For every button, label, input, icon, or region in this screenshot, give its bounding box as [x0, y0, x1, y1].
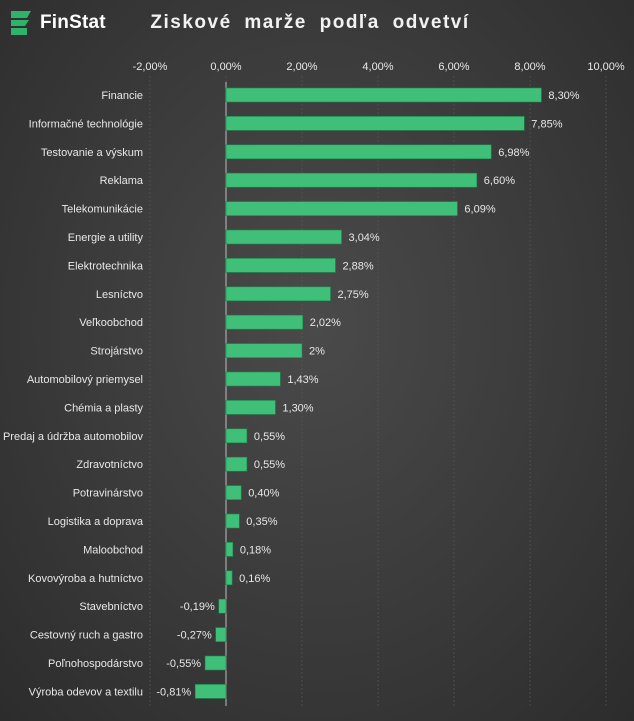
x-tick-label: 4,00% — [362, 61, 393, 73]
data-label: 0,40% — [248, 488, 279, 500]
category-label: Stavebníctvo — [79, 601, 143, 613]
bar — [225, 201, 458, 216]
data-label: -0,81% — [156, 686, 191, 698]
data-label: 0,55% — [254, 431, 285, 443]
brand-name: FinStat — [40, 12, 106, 33]
bar — [225, 456, 248, 472]
bar — [225, 172, 478, 188]
data-label: 6,09% — [464, 204, 495, 216]
category-label: Cestovný ruch a gastro — [30, 630, 143, 642]
data-label: 6,98% — [498, 147, 529, 159]
category-label: Logistika a doprava — [48, 516, 144, 528]
chart-title: Ziskové marže podľa odvetví — [150, 12, 470, 33]
x-tick-label: -2,00% — [133, 61, 168, 73]
category-label: Testovanie a výskum — [41, 147, 143, 159]
bar — [225, 513, 240, 529]
category-label: Výroba odevov a textilu — [29, 686, 143, 698]
bar — [225, 542, 234, 557]
category-label: Potravinárstvo — [73, 488, 143, 500]
data-label: 1,30% — [282, 402, 313, 414]
category-label: Elektrotechnika — [68, 260, 144, 272]
bar — [225, 400, 276, 415]
x-tick-label: 2,00% — [286, 61, 317, 73]
bar — [225, 371, 281, 387]
bar — [225, 570, 233, 586]
bar — [225, 229, 342, 245]
category-label: Financie — [101, 90, 143, 102]
category-label: Zdravotníctvo — [76, 459, 143, 471]
data-label: 3,04% — [349, 232, 380, 244]
data-label: 0,35% — [246, 516, 277, 528]
category-label: Reklama — [100, 175, 144, 187]
bar — [225, 87, 542, 103]
category-label: Strojárstvo — [90, 346, 143, 358]
bar — [225, 144, 492, 160]
data-label: 2,88% — [342, 260, 373, 272]
data-label: 2,75% — [338, 289, 369, 301]
data-label: -0,55% — [166, 658, 201, 670]
bar — [194, 684, 227, 699]
data-label: 0,16% — [239, 573, 270, 585]
finstat-logo-icon — [11, 11, 31, 35]
category-label: Energie a utility — [68, 232, 144, 244]
category-label: Telekomunikácie — [62, 204, 143, 216]
category-label: Informačné technológie — [29, 118, 143, 130]
data-label: 1,43% — [287, 374, 318, 386]
category-label: Poľnohospodárstvo — [48, 658, 143, 670]
bar — [225, 485, 242, 500]
bar — [225, 428, 248, 444]
category-label: Veľkoobchod — [79, 317, 143, 329]
bar — [225, 116, 525, 131]
data-label: 8,30% — [548, 90, 579, 102]
bar — [225, 258, 336, 273]
data-label: -0,19% — [180, 601, 215, 613]
x-tick-label: 0,00% — [210, 61, 241, 73]
data-label: 6,60% — [484, 175, 515, 187]
data-label: 0,55% — [254, 459, 285, 471]
brand-logo: FinStat — [8, 8, 106, 38]
bar — [225, 343, 303, 358]
data-label: -0,27% — [177, 630, 212, 642]
bar — [215, 627, 227, 642]
data-label: 7,85% — [531, 118, 562, 130]
data-label: 2,02% — [310, 317, 341, 329]
category-label: Automobilový priemysel — [27, 374, 143, 386]
category-label: Lesníctvo — [96, 289, 143, 301]
x-tick-label: 10,00% — [587, 61, 625, 73]
bar — [218, 598, 227, 614]
category-label: Kovovýroba a hutníctvo — [28, 573, 143, 585]
bar — [225, 286, 331, 302]
category-label: Chémia a plasty — [64, 402, 143, 414]
x-tick-label: 8,00% — [514, 61, 545, 73]
data-label: 0,18% — [240, 544, 271, 556]
category-label: Maloobchod — [83, 544, 143, 556]
data-label: 2% — [309, 346, 325, 358]
x-tick-label: 6,00% — [438, 61, 469, 73]
bar — [204, 655, 227, 671]
bar — [225, 314, 304, 330]
category-label: Predaj a údržba automobilov — [3, 431, 144, 443]
